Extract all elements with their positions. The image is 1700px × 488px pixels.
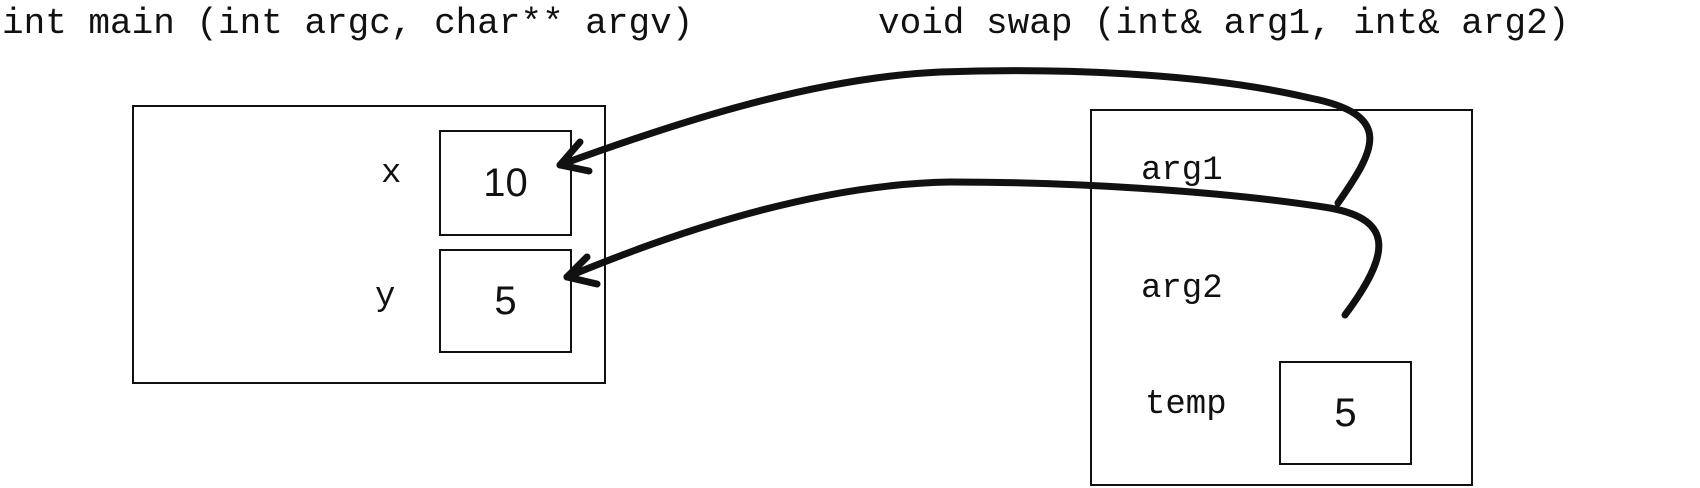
- variable-x-value: 10: [483, 160, 528, 205]
- variable-x-cell: 10: [439, 130, 572, 236]
- main-function-signature: int main (int argc, char** argv): [2, 3, 694, 44]
- variable-temp-label: temp: [1145, 386, 1227, 424]
- variable-y-label: y: [375, 278, 396, 316]
- variable-temp-value: 5: [1334, 390, 1357, 435]
- variable-temp-cell: 5: [1279, 361, 1412, 465]
- reference-arg2-label: arg2: [1141, 270, 1223, 308]
- variable-y-cell: 5: [439, 249, 572, 353]
- variable-x-label: x: [381, 155, 402, 193]
- reference-arg1-label: arg1: [1141, 152, 1223, 190]
- swap-function-signature: void swap (int& arg1, int& arg2): [878, 3, 1570, 44]
- variable-y-value: 5: [494, 278, 517, 323]
